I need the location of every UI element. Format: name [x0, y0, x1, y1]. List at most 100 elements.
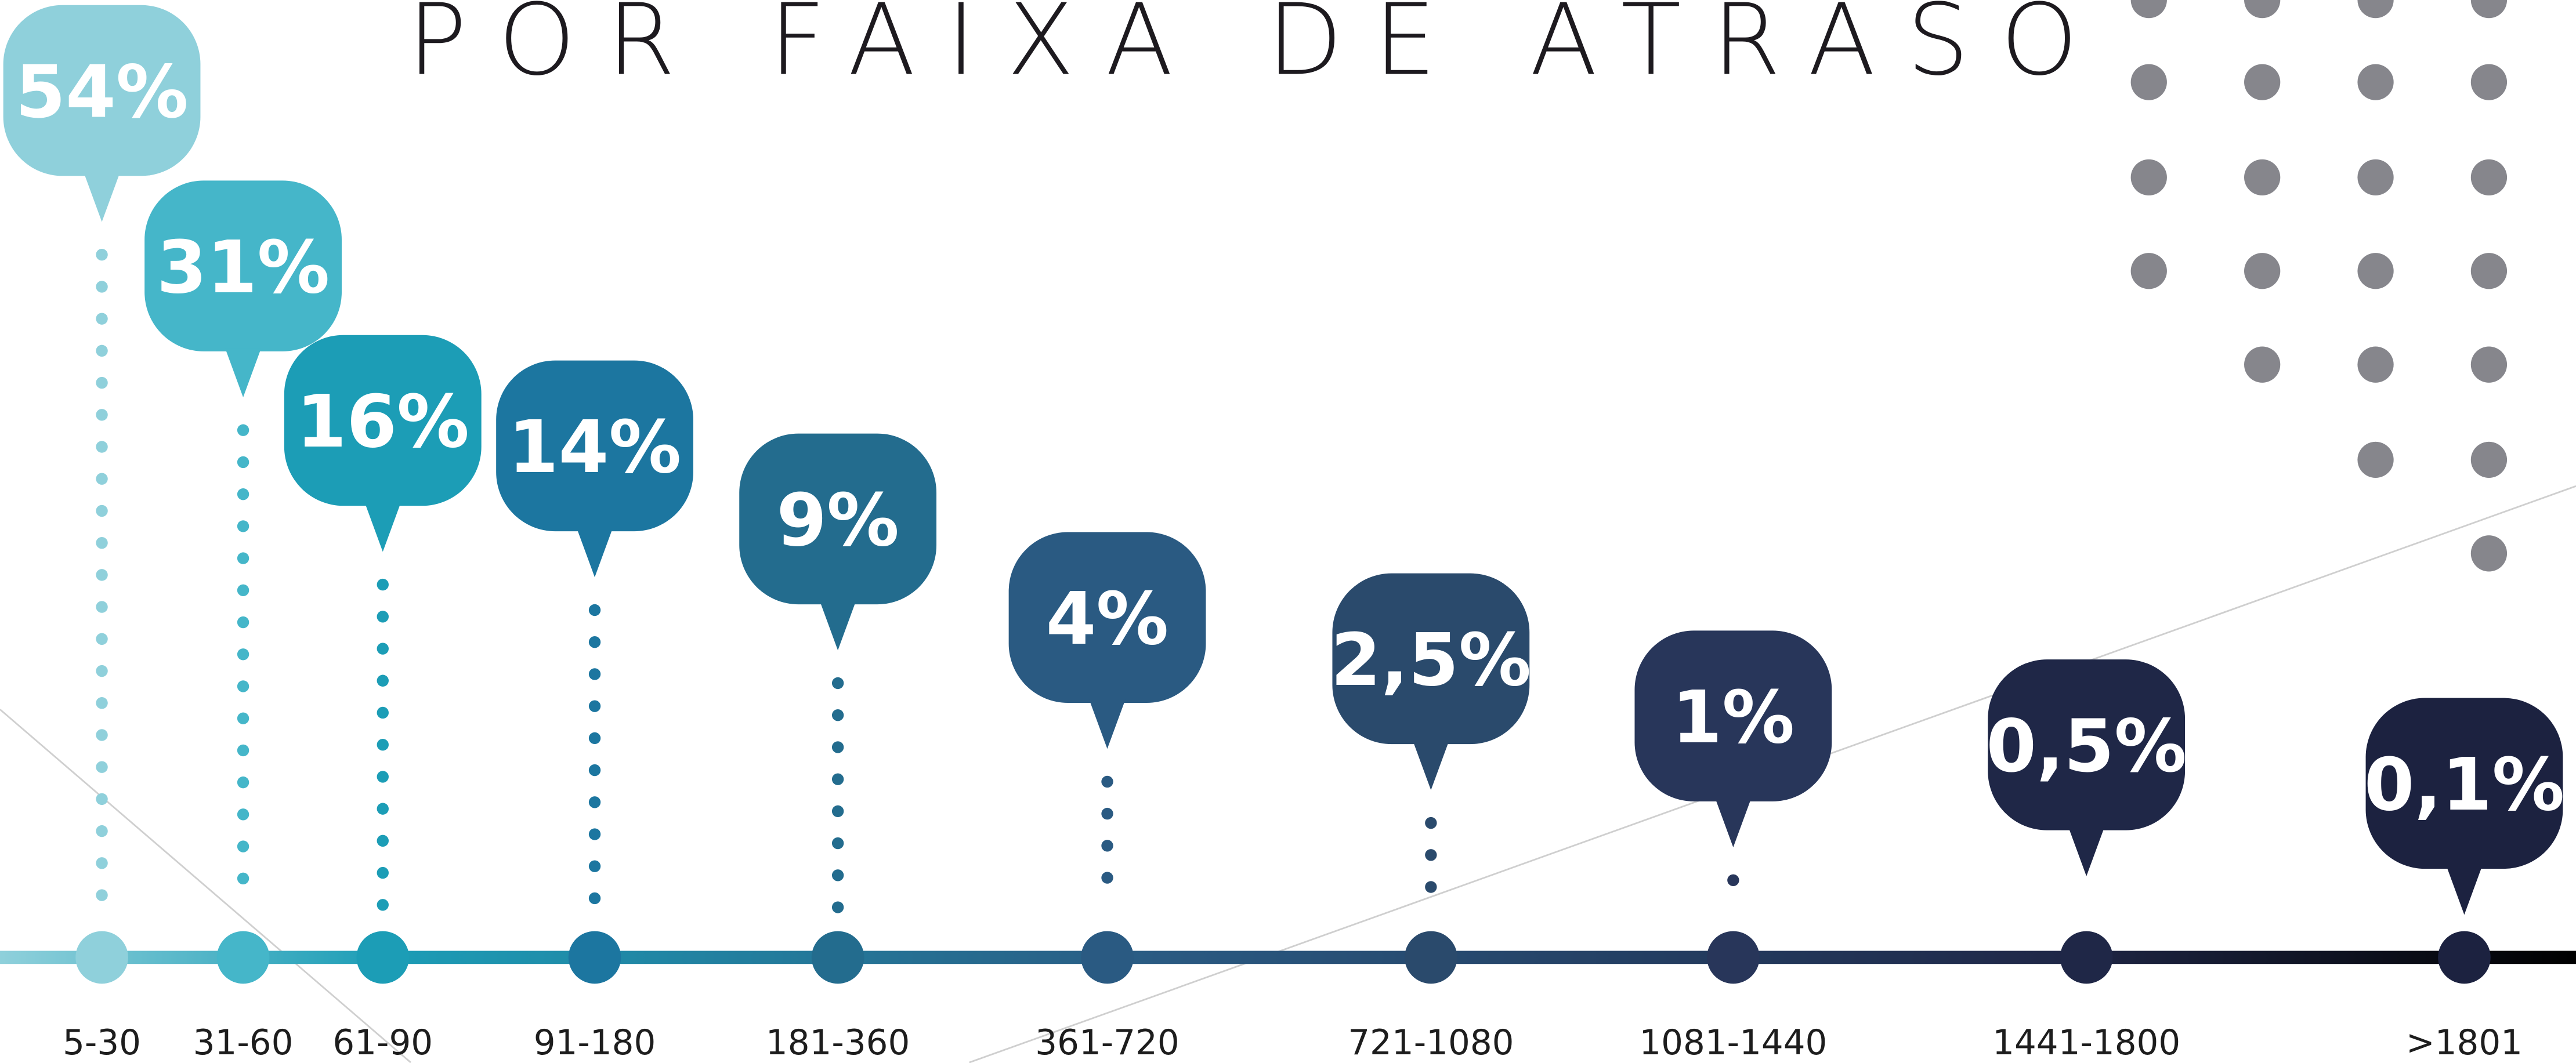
- dot: [2470, 0, 2508, 19]
- category-label: 5-30: [63, 1023, 141, 1063]
- bubble-pointer: [84, 172, 120, 222]
- connector-dot: [377, 611, 389, 623]
- axis-node: [2060, 931, 2113, 984]
- connector-dot: [1425, 849, 1437, 861]
- dot: [2357, 346, 2394, 383]
- bubble-body: [2365, 698, 2563, 869]
- connector-dot: [831, 805, 844, 818]
- connector-dot: [96, 409, 108, 421]
- bubble-pointer: [2068, 826, 2105, 876]
- connector-dot: [588, 860, 601, 872]
- axis-node: [2438, 931, 2491, 984]
- connector-dot: [96, 889, 108, 901]
- value-label: 54%: [15, 50, 188, 134]
- bubble: 16%: [284, 335, 482, 552]
- connector-dot: [96, 601, 108, 613]
- connector-dot: [831, 869, 844, 881]
- bubble: 31%: [144, 180, 342, 398]
- dot: [2244, 253, 2281, 289]
- bubble-pointer: [1089, 699, 1126, 749]
- dot: [2357, 64, 2394, 100]
- connector-dot: [237, 520, 249, 532]
- connector-dot: [831, 773, 844, 785]
- connector-dot: [1101, 807, 1113, 820]
- bubble-body: [284, 335, 482, 506]
- bubble-pointer: [364, 502, 401, 552]
- axis-node: [568, 931, 621, 984]
- connector-dot: [96, 825, 108, 837]
- dot: [2470, 64, 2508, 100]
- dot: [2130, 64, 2167, 100]
- category-label: 721-1080: [1348, 1023, 1514, 1063]
- decor-line: [0, 709, 411, 1063]
- connector-dot: [831, 677, 844, 690]
- connector-dot: [96, 857, 108, 869]
- category-label: 361-720: [1035, 1023, 1179, 1063]
- value-label: 31%: [157, 226, 330, 310]
- value-label: 16%: [296, 380, 469, 464]
- axis-node: [1707, 931, 1760, 984]
- connector-dot: [237, 776, 249, 789]
- category-label: 91-180: [534, 1023, 656, 1063]
- connector-dot: [96, 697, 108, 709]
- bubble-body: [1332, 573, 1530, 745]
- connector-dot: [377, 674, 389, 687]
- bubble: 14%: [496, 360, 693, 578]
- connector-dot: [377, 706, 389, 719]
- connector-dot: [96, 729, 108, 741]
- connector-dot: [237, 744, 249, 757]
- connector-dot: [237, 712, 249, 724]
- dot: [2357, 441, 2394, 478]
- connector-dot: [588, 828, 601, 840]
- category-label: >1801: [2406, 1023, 2523, 1063]
- axis-node: [811, 931, 864, 984]
- axis-node: [216, 931, 270, 984]
- dot: [2470, 253, 2508, 289]
- connector-dot: [831, 901, 844, 913]
- value-label: 1%: [1672, 676, 1795, 760]
- connector-dot: [377, 771, 389, 783]
- connector-dot: [96, 505, 108, 517]
- connector-dot: [377, 835, 389, 847]
- dot: [2130, 0, 2167, 19]
- axis-node: [1081, 931, 1134, 984]
- dot: [2244, 64, 2281, 100]
- connector-dot: [831, 709, 844, 721]
- dot: [2357, 253, 2394, 289]
- dot: [2130, 159, 2167, 196]
- connector-dot: [237, 552, 249, 564]
- dot: [2244, 0, 2281, 19]
- connector-dot: [237, 808, 249, 821]
- connector-dot: [377, 803, 389, 815]
- value-label: 9%: [776, 478, 899, 563]
- bubble: 0,5%: [1986, 659, 2187, 876]
- bubble-pointer: [225, 348, 262, 398]
- connector-dot: [96, 344, 108, 357]
- bubble-body: [739, 433, 937, 605]
- dot: [2470, 535, 2508, 572]
- connector-dot: [588, 700, 601, 712]
- bubble: 54%: [3, 5, 201, 222]
- connector-dot: [588, 796, 601, 808]
- bubble-body: [496, 360, 693, 532]
- connector-dot: [1727, 874, 1739, 886]
- bubble-pointer: [1715, 798, 1752, 848]
- category-label: 1441-1800: [1992, 1023, 2180, 1063]
- connector-dot: [1101, 872, 1113, 884]
- bubble-body: [1634, 630, 1832, 801]
- connector-dot: [377, 899, 389, 911]
- connector-dot: [96, 441, 108, 453]
- connector-dot: [377, 643, 389, 655]
- value-label: 4%: [1046, 577, 1169, 661]
- axis-node: [356, 931, 410, 984]
- bubble-body: [144, 180, 342, 351]
- dot: [2357, 159, 2394, 196]
- connector-dot: [1425, 881, 1437, 893]
- connector-dot: [237, 616, 249, 629]
- bubble-pointer: [2446, 865, 2483, 915]
- connector-dot: [1101, 840, 1113, 852]
- axis-node: [1405, 931, 1457, 984]
- connector-dot: [96, 313, 108, 325]
